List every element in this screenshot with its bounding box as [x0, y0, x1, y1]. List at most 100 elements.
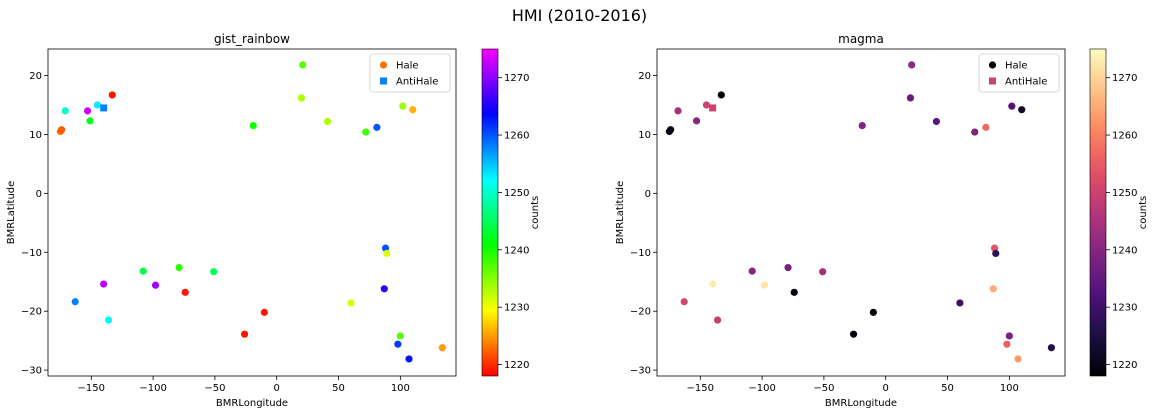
data-point-hale	[680, 298, 688, 306]
legend-marker-hale	[988, 61, 997, 69]
data-point-hale	[347, 299, 355, 307]
y-axis-label: BMRLatitude	[6, 181, 17, 245]
data-point-hale	[409, 106, 417, 114]
data-point-hale	[108, 91, 116, 99]
data-point-hale	[674, 107, 682, 115]
data-point-hale	[323, 117, 332, 126]
data-point-hale	[956, 299, 964, 307]
data-point-hale	[1008, 102, 1016, 110]
x-tick-label: −100	[748, 383, 775, 394]
data-point-hale	[362, 128, 370, 136]
data-point-hale	[667, 126, 675, 134]
y-tick-label: 20	[29, 71, 42, 82]
colorbar-tick-label: 1260	[1112, 131, 1137, 142]
colorbar-tick-label: 1250	[1112, 188, 1137, 199]
data-point-hale	[790, 288, 798, 296]
data-point-hale	[982, 123, 990, 131]
y-tick-label: 10	[29, 130, 42, 141]
data-point-hale	[989, 285, 997, 293]
data-point-hale	[249, 121, 257, 130]
x-tick-label: 50	[941, 383, 954, 394]
colorbar-tick-label: 1230	[1112, 303, 1137, 314]
data-point-hale	[299, 61, 307, 69]
colorbar-tick-label: 1230	[504, 303, 529, 314]
data-point-hale	[151, 281, 160, 289]
legend-marker-antihale	[989, 77, 996, 85]
colorbar-tick-label: 1240	[1112, 245, 1137, 256]
y-tick-label: 0	[645, 189, 651, 200]
x-axis-label: BMRLongitude	[216, 398, 288, 409]
colorbar-tick-label: 1220	[504, 360, 529, 371]
data-point-hale	[992, 249, 1000, 258]
colorbar-tick-label: 1250	[504, 188, 529, 199]
colorbar-tick-label: 1240	[504, 245, 529, 256]
legend-marker-antihale	[380, 77, 387, 85]
x-tick-label: 0	[883, 383, 889, 394]
legend-box	[978, 53, 1060, 93]
y-tick-label: 10	[638, 130, 651, 141]
data-point-hale	[713, 316, 722, 324]
data-point-hale	[373, 123, 381, 131]
data-point-hale	[1018, 106, 1026, 114]
legend-label: Hale	[1005, 61, 1028, 72]
y-tick-label: 20	[638, 71, 651, 82]
plot-area	[656, 48, 1066, 377]
y-tick-label: −30	[21, 366, 42, 377]
data-point-hale	[260, 308, 268, 316]
data-point-hale	[819, 268, 827, 276]
colorbar	[1089, 48, 1107, 377]
colorbar-label: counts	[530, 196, 541, 229]
data-point-hale	[1014, 355, 1022, 363]
x-tick-label: −50	[813, 383, 834, 394]
legend-box	[369, 53, 451, 93]
data-point-antihale	[100, 104, 108, 112]
x-tick-label: −50	[204, 383, 225, 394]
data-point-hale	[83, 107, 92, 115]
data-point-hale	[1005, 332, 1013, 340]
chart-title: gist_rainbow	[214, 32, 290, 46]
data-point-hale	[405, 355, 413, 363]
y-tick-label: −10	[21, 248, 42, 259]
data-point-hale	[760, 281, 769, 289]
colorbar	[481, 48, 499, 377]
data-point-hale	[399, 102, 407, 110]
x-tick-label: 100	[1000, 383, 1019, 394]
colorbar-tick-label: 1270	[504, 73, 529, 84]
data-point-hale	[380, 285, 388, 293]
x-axis-label: BMRLongitude	[825, 398, 897, 409]
data-point-hale	[709, 280, 717, 288]
data-point-hale	[61, 107, 69, 115]
x-tick-label: −100	[139, 383, 166, 394]
legend-label: AntiHale	[1005, 77, 1047, 88]
chart-title: magma	[838, 32, 884, 46]
data-point-hale	[1047, 344, 1055, 352]
colorbar-tick-label: 1270	[1112, 73, 1137, 84]
data-point-hale	[394, 340, 402, 348]
data-point-hale	[702, 101, 711, 109]
data-point-hale	[93, 101, 102, 109]
data-point-hale	[181, 288, 189, 296]
x-tick-label: 50	[332, 383, 345, 394]
data-point-hale	[908, 61, 916, 69]
data-point-hale	[240, 330, 249, 338]
y-tick-label: −30	[630, 366, 651, 377]
y-axis-label: BMRLatitude	[615, 181, 626, 245]
legend-label: AntiHale	[396, 77, 438, 88]
y-tick-label: 0	[36, 189, 42, 200]
y-tick-label: −20	[21, 307, 42, 318]
legend-label: Hale	[396, 61, 419, 72]
data-point-hale	[104, 316, 113, 324]
data-point-hale	[139, 267, 147, 275]
data-point-hale	[869, 308, 877, 316]
legend-marker-hale	[379, 61, 388, 69]
colorbar-label: counts	[1138, 196, 1149, 229]
data-point-hale	[438, 344, 446, 352]
plot-area	[47, 48, 457, 377]
data-point-hale	[86, 117, 94, 125]
y-tick-label: −10	[630, 248, 651, 259]
data-point-hale	[932, 117, 941, 126]
data-point-hale	[849, 330, 858, 338]
data-point-hale	[297, 94, 306, 102]
colorbar-tick-label: 1220	[1112, 360, 1137, 371]
